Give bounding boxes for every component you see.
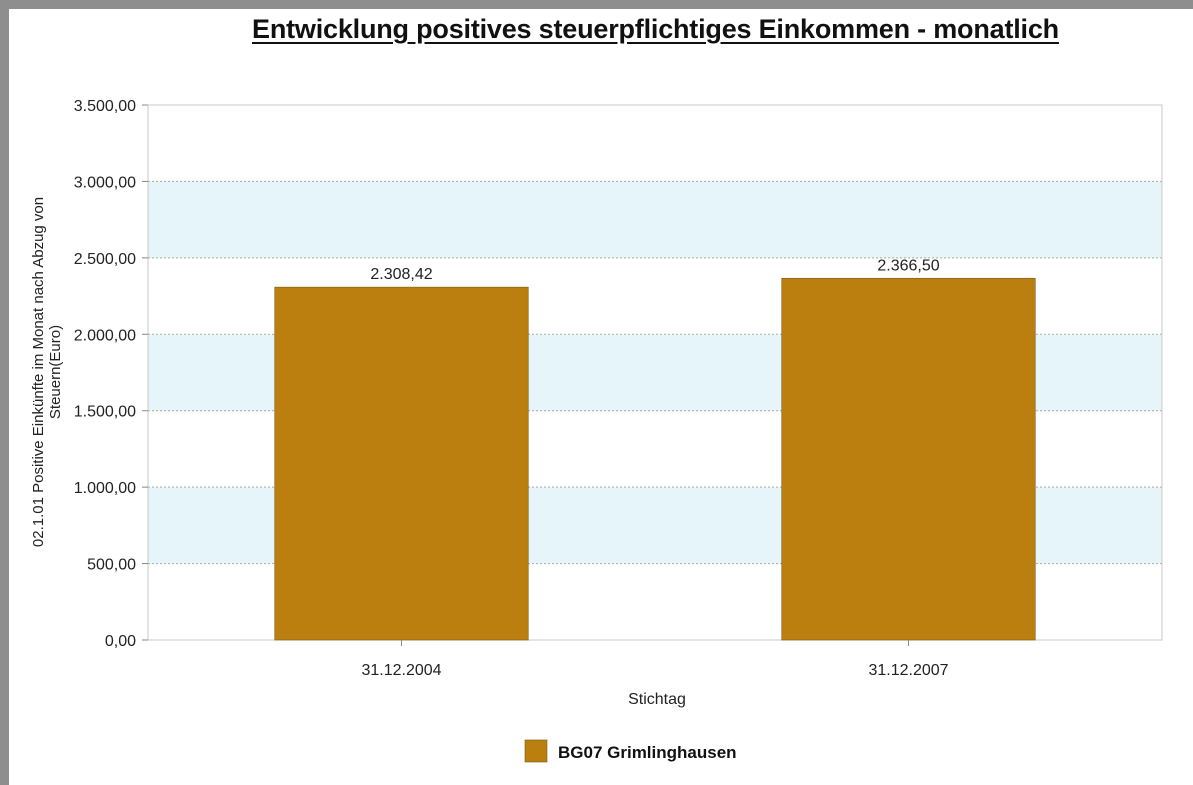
y-axis-label-line: Steuern(Euro) bbox=[47, 325, 64, 419]
y-tick-label: 3.000,00 bbox=[74, 174, 136, 191]
y-tick-label: 2.500,00 bbox=[74, 251, 136, 268]
bar bbox=[274, 286, 529, 641]
y-tick-label: 1.000,00 bbox=[74, 480, 136, 497]
plot-band bbox=[148, 105, 1162, 182]
plot-area-border bbox=[147, 104, 1163, 641]
y-tick-label: 3.500,00 bbox=[74, 98, 136, 115]
y-tick-label: 0,00 bbox=[105, 633, 136, 650]
bar bbox=[781, 277, 1036, 641]
x-axis-ticks: 31.12.2004 31.12.2007 bbox=[361, 640, 949, 679]
plot-band bbox=[148, 181, 1162, 258]
x-tick-label: 31.12.2007 bbox=[868, 662, 948, 679]
x-axis-label: Stichtag bbox=[628, 691, 686, 708]
data-label: 2.366,50 bbox=[877, 257, 939, 274]
x-tick-label: 31.12.2004 bbox=[361, 662, 441, 679]
legend: BG07 Grimlinghausen bbox=[524, 739, 737, 763]
y-tick-label: 500,00 bbox=[87, 557, 136, 574]
data-label: 2.308,42 bbox=[370, 266, 432, 283]
y-axis-ticks: 0,00 500,00 1.000,00 1.500,00 2.000,00 2.500,… bbox=[74, 98, 148, 650]
chart-title: Entwicklung positives steuerpflichtiges … bbox=[252, 14, 1059, 44]
y-tick-label: 2.000,00 bbox=[74, 327, 136, 344]
legend-swatch bbox=[524, 739, 548, 763]
legend-label: BG07 Grimlinghausen bbox=[558, 743, 737, 762]
bars: 2.308,42 2.366,50 bbox=[274, 257, 1036, 641]
y-axis-label: 02.1.01 Positive Einkünfte im Monat nach… bbox=[30, 197, 64, 547]
y-axis-label-line: 02.1.01 Positive Einkünfte im Monat nach… bbox=[30, 197, 47, 547]
y-tick-label: 1.500,00 bbox=[74, 404, 136, 421]
